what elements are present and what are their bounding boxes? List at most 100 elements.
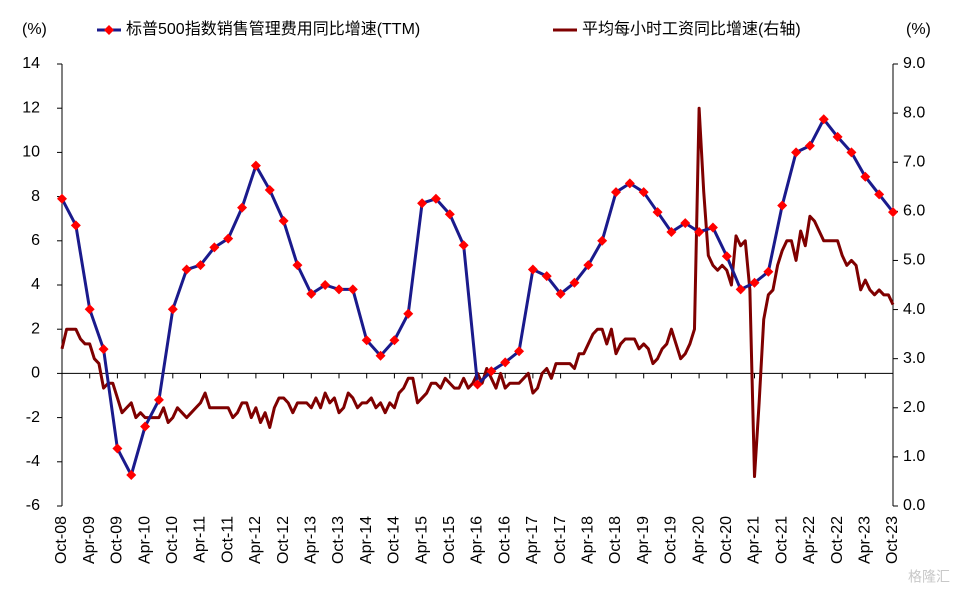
marker xyxy=(527,264,538,275)
marker xyxy=(306,288,317,299)
marker xyxy=(181,264,192,275)
x-tick-label: Oct-08 xyxy=(53,516,70,564)
x-tick-label: Oct-23 xyxy=(884,516,901,564)
marker xyxy=(514,346,525,357)
y2-tick-label: 7.0 xyxy=(903,153,925,170)
marker xyxy=(430,193,441,204)
marker xyxy=(417,198,428,209)
marker xyxy=(846,147,857,158)
y2-tick-label: 3.0 xyxy=(903,350,925,367)
y-tick-label: 14 xyxy=(22,55,40,72)
marker xyxy=(389,335,400,346)
watermark: 格隆汇 xyxy=(908,569,950,585)
series-line xyxy=(60,106,895,479)
x-tick-label: Oct-11 xyxy=(219,516,236,563)
x-tick-label: Oct-16 xyxy=(496,516,513,564)
marker xyxy=(264,184,275,195)
marker xyxy=(721,251,732,262)
marker xyxy=(112,443,123,454)
x-tick-label: Apr-19 xyxy=(635,516,652,564)
x-tick-label: Apr-23 xyxy=(857,516,874,564)
x-tick-label: Oct-14 xyxy=(386,516,403,564)
x-tick-label: Oct-20 xyxy=(718,516,735,564)
marker xyxy=(888,207,898,218)
marker xyxy=(334,284,344,295)
marker xyxy=(292,260,303,271)
marker xyxy=(98,344,109,355)
x-tick-label: Oct-09 xyxy=(109,516,126,564)
x-tick-label: Apr-10 xyxy=(136,516,153,564)
marker xyxy=(444,209,455,220)
y-tick-label: 6 xyxy=(31,232,40,249)
marker xyxy=(666,226,677,237)
marker xyxy=(500,357,511,368)
y-tick-label: -4 xyxy=(26,453,40,470)
marker xyxy=(126,470,137,481)
y-tick-label: 2 xyxy=(31,320,40,337)
x-tick-label: Apr-13 xyxy=(303,516,320,564)
marker xyxy=(569,277,580,288)
y2-tick-label: 1.0 xyxy=(903,448,925,465)
x-tick-label: Apr-21 xyxy=(746,516,763,564)
y-tick-label: 10 xyxy=(22,144,40,161)
y2-tick-label: 0.0 xyxy=(903,497,925,514)
marker xyxy=(611,187,621,198)
x-tick-label: Apr-09 xyxy=(81,516,98,564)
x-tick-label: Oct-17 xyxy=(552,516,569,564)
y2-axis-label: (%) xyxy=(906,21,931,38)
marker xyxy=(652,207,663,218)
x-tick-label: Oct-12 xyxy=(275,516,292,564)
x-tick-label: Apr-11 xyxy=(192,516,209,563)
marker xyxy=(153,394,164,405)
y-tick-label: 4 xyxy=(31,276,40,293)
x-tick-label: Apr-12 xyxy=(247,516,264,564)
marker xyxy=(694,226,705,237)
marker xyxy=(624,178,635,189)
marker xyxy=(347,284,358,295)
y2-tick-label: 5.0 xyxy=(903,252,925,269)
x-tick-label: Oct-19 xyxy=(663,516,680,564)
marker xyxy=(223,233,234,244)
marker xyxy=(555,288,566,299)
y2-tick-label: 8.0 xyxy=(903,104,925,121)
y-tick-label: 0 xyxy=(31,365,40,382)
marker xyxy=(583,260,594,271)
marker xyxy=(195,260,206,271)
marker xyxy=(70,220,81,231)
y-tick-label: -6 xyxy=(26,497,40,514)
y-tick-label: 8 xyxy=(31,188,40,205)
y2-tick-label: 9.0 xyxy=(903,55,925,72)
x-tick-label: Apr-16 xyxy=(469,516,486,564)
marker xyxy=(763,266,774,277)
x-tick-label: Apr-17 xyxy=(524,516,541,564)
y2-tick-label: 6.0 xyxy=(903,203,925,220)
marker xyxy=(832,131,843,142)
marker xyxy=(638,187,649,198)
x-tick-label: Apr-14 xyxy=(358,516,375,564)
marker xyxy=(167,304,178,315)
marker xyxy=(597,235,608,246)
y-tick-label: -2 xyxy=(26,409,40,426)
marker xyxy=(541,271,552,282)
marker xyxy=(874,189,885,200)
marker xyxy=(140,421,151,432)
legend-marker xyxy=(104,25,114,35)
x-tick-label: Oct-13 xyxy=(330,516,347,564)
marker xyxy=(749,277,760,288)
marker xyxy=(250,160,261,171)
y-tick-label: 12 xyxy=(22,99,40,116)
marker xyxy=(680,218,691,229)
marker xyxy=(375,350,386,361)
x-tick-label: Oct-21 xyxy=(773,516,790,564)
x-tick-label: Apr-18 xyxy=(580,516,597,564)
x-tick-label: Oct-18 xyxy=(607,516,624,564)
marker xyxy=(791,147,802,158)
marker xyxy=(278,215,289,226)
x-tick-label: Apr-20 xyxy=(690,516,707,564)
marker xyxy=(486,366,497,377)
marker xyxy=(84,304,95,315)
marker xyxy=(472,379,483,390)
marker xyxy=(361,335,372,346)
marker xyxy=(458,240,469,251)
legend-label: 标普500指数销售管理费用同比增速(TTM) xyxy=(126,20,420,38)
